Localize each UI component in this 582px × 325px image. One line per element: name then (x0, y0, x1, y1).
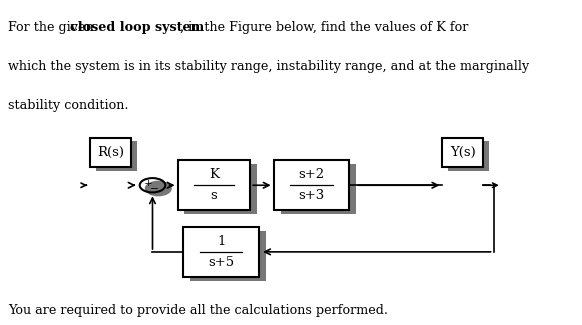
Text: s: s (211, 189, 217, 202)
Circle shape (146, 181, 171, 196)
Text: closed loop system: closed loop system (70, 21, 205, 34)
FancyBboxPatch shape (183, 227, 259, 277)
FancyBboxPatch shape (178, 160, 250, 211)
FancyBboxPatch shape (448, 141, 489, 171)
FancyBboxPatch shape (190, 231, 266, 281)
Text: 1: 1 (217, 235, 225, 248)
Text: stability condition.: stability condition. (8, 99, 129, 112)
Text: +: + (143, 179, 152, 188)
FancyBboxPatch shape (184, 164, 257, 215)
FancyBboxPatch shape (96, 141, 137, 171)
Text: For the given: For the given (8, 21, 98, 34)
Text: s+3: s+3 (298, 189, 325, 202)
FancyBboxPatch shape (442, 138, 483, 167)
Text: −: − (150, 185, 159, 194)
FancyBboxPatch shape (281, 164, 356, 215)
Text: R(s): R(s) (97, 146, 124, 159)
FancyBboxPatch shape (274, 160, 349, 211)
Text: K: K (209, 168, 219, 181)
Text: which the system is in its stability range, instability range, and at the margin: which the system is in its stability ran… (8, 60, 530, 73)
Text: , in the Figure below, find the values of K for: , in the Figure below, find the values o… (180, 21, 469, 34)
Text: You are required to provide all the calculations performed.: You are required to provide all the calc… (8, 304, 388, 317)
Text: s+5: s+5 (208, 256, 234, 269)
Text: Y(s): Y(s) (450, 146, 475, 159)
Text: s+2: s+2 (299, 168, 324, 181)
FancyBboxPatch shape (90, 138, 131, 167)
